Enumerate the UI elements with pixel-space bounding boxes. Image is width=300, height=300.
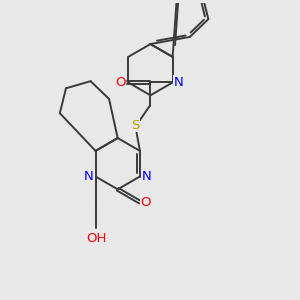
Text: O: O: [115, 76, 125, 89]
Text: N: N: [174, 76, 184, 89]
Text: N: N: [142, 170, 151, 183]
Text: N: N: [84, 170, 94, 183]
Text: S: S: [131, 118, 140, 132]
Text: OH: OH: [86, 232, 106, 244]
Text: O: O: [140, 196, 151, 208]
